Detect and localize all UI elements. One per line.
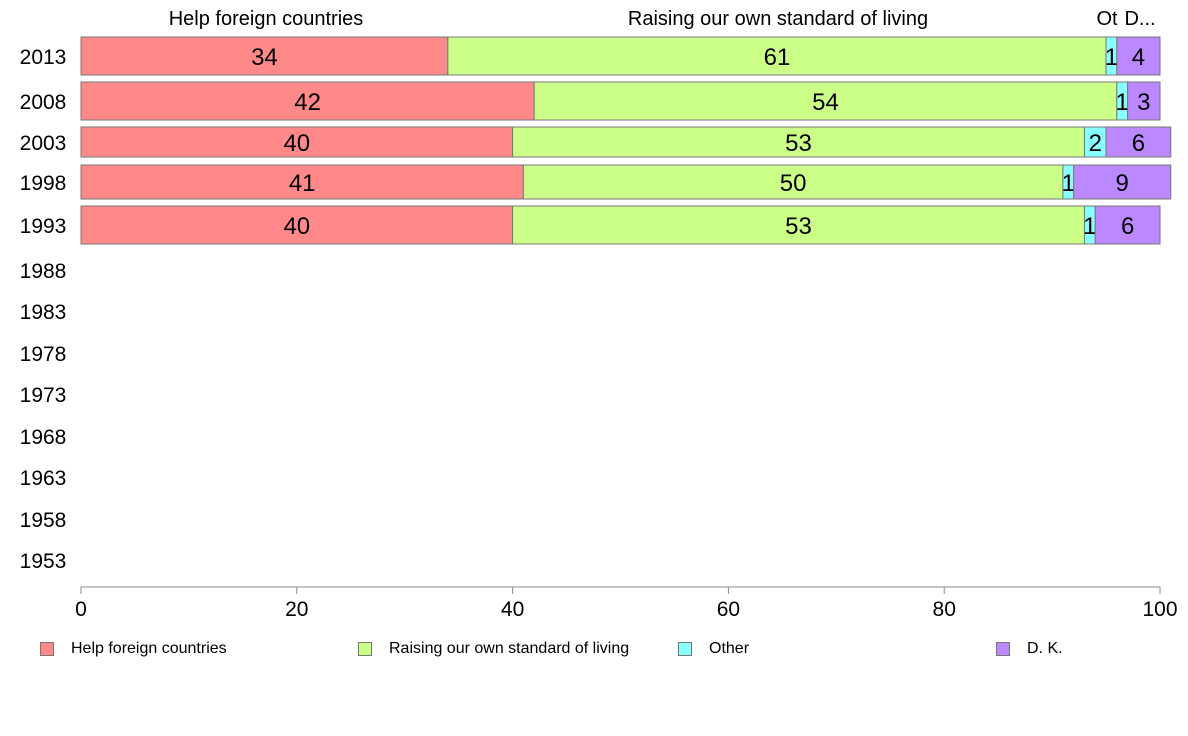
x-tick-label: 40 xyxy=(501,598,524,621)
column-header: Ot xyxy=(1096,8,1118,30)
y-tick-label: 1963 xyxy=(20,467,67,490)
x-axis: 0 20 40 60 80 100 xyxy=(75,586,1178,621)
x-tick-label: 20 xyxy=(285,598,308,621)
y-tick-label: 1983 xyxy=(20,301,67,324)
bar-segment xyxy=(80,164,524,200)
bar-value-label: 1 xyxy=(1083,213,1096,240)
bar-value-label: 6 xyxy=(1132,130,1145,157)
column-header: Help foreign countries xyxy=(169,8,364,30)
bar-segment xyxy=(80,126,514,158)
y-tick-label: 1968 xyxy=(20,426,67,449)
bar-segment xyxy=(1073,164,1172,200)
bar-segment xyxy=(80,36,449,76)
legend-item: Other xyxy=(678,640,749,658)
bar-segment xyxy=(512,126,1085,158)
legend-item: Help foreign countries xyxy=(40,640,227,658)
x-tick-label: 60 xyxy=(717,598,740,621)
bars: 34 61 1 442 54 1 340 53 2 641 50 1 940 53 1 6 xyxy=(80,36,1172,245)
legend-label: Raising our own standard of living xyxy=(389,640,630,657)
y-tick-label: 1988 xyxy=(20,260,67,283)
bar-segment xyxy=(522,164,1064,200)
legend-swatch xyxy=(40,642,54,656)
legend-item: Raising our own standard of living xyxy=(358,640,629,658)
column-header: D... xyxy=(1124,8,1155,30)
column-headers: Help foreign countries Raising our own st… xyxy=(169,8,1156,30)
bar-segment xyxy=(80,205,514,245)
y-tick-label: 1978 xyxy=(20,343,67,366)
bar-segment xyxy=(533,81,1118,121)
bar-value-label: 42 xyxy=(294,89,321,116)
legend-label: D. K. xyxy=(1027,640,1063,657)
bar-value-label: 34 xyxy=(251,44,278,71)
x-tick-label: 100 xyxy=(1142,598,1177,621)
bar-value-label: 41 xyxy=(289,170,316,197)
bar-value-label: 54 xyxy=(812,89,839,116)
legend-label: Other xyxy=(709,640,750,657)
legend: Help foreign countries Raising our own st… xyxy=(0,640,1188,662)
column-header: Raising our own standard of living xyxy=(628,8,928,30)
bar-value-label: 40 xyxy=(283,130,310,157)
bar-value-label: 1 xyxy=(1116,89,1129,116)
y-tick-label: 1953 xyxy=(20,550,67,573)
bar-value-label: 3 xyxy=(1137,89,1150,116)
y-tick-label: 2008 xyxy=(20,91,67,114)
x-tick-label: 0 xyxy=(75,598,87,621)
y-tick-label: 1993 xyxy=(20,215,67,238)
bar-segment xyxy=(1094,205,1161,245)
bar-segment xyxy=(1105,126,1172,158)
bar-value-label: 50 xyxy=(780,170,807,197)
bar-value-label: 9 xyxy=(1116,170,1129,197)
y-axis-labels: 2013 2008 2003 1998 1993 1988 1983 1978 1973 1968… xyxy=(20,46,67,573)
y-tick-label: 1973 xyxy=(20,384,67,407)
bar-value-label: 6 xyxy=(1121,213,1134,240)
bar-value-label: 53 xyxy=(785,213,812,240)
y-tick-label: 2013 xyxy=(20,46,67,69)
bar-value-label: 1 xyxy=(1105,44,1118,71)
y-tick-label: 1998 xyxy=(20,172,67,195)
legend-swatch xyxy=(996,642,1010,656)
legend-swatch xyxy=(358,642,372,656)
legend-item: D. K. xyxy=(996,640,1063,658)
bar-value-label: 61 xyxy=(764,44,791,71)
bar-segment xyxy=(512,205,1085,245)
legend-label: Help foreign countries xyxy=(71,640,227,657)
stacked-bar-chart: Help foreign countries Raising our own st… xyxy=(20,8,1178,621)
bar-segment xyxy=(1116,36,1161,76)
bar-value-label: 4 xyxy=(1132,44,1145,71)
x-tick-label: 80 xyxy=(933,598,956,621)
legend-swatch xyxy=(678,642,692,656)
y-tick-label: 1958 xyxy=(20,509,67,532)
bar-value-label: 53 xyxy=(785,130,812,157)
bar-segment xyxy=(447,36,1107,76)
bar-value-label: 40 xyxy=(283,213,310,240)
bar-value-label: 1 xyxy=(1062,170,1075,197)
bar-value-label: 2 xyxy=(1089,130,1102,157)
bar-segment xyxy=(1127,81,1161,121)
y-tick-label: 2003 xyxy=(20,132,67,155)
